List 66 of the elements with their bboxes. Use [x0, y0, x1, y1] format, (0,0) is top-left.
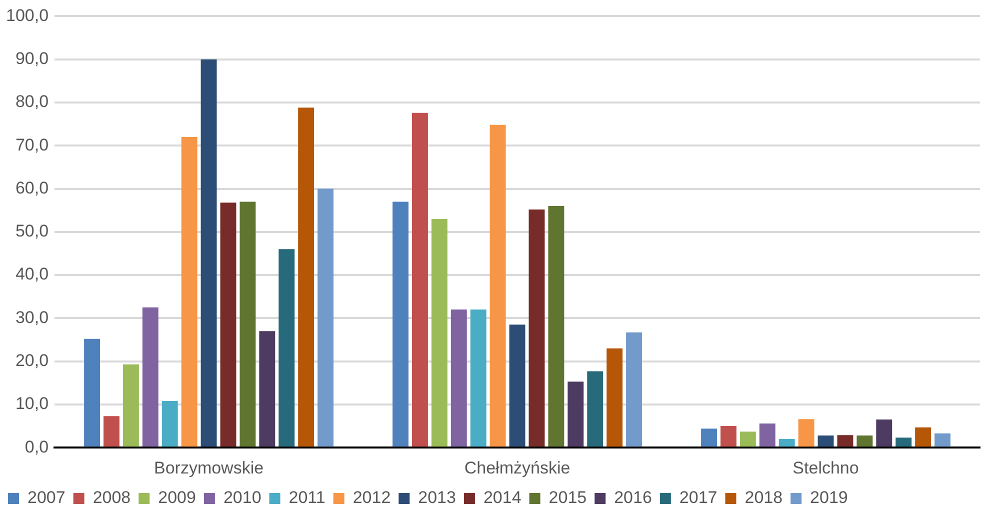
bar — [104, 416, 120, 447]
bar — [142, 307, 158, 447]
legend-label: 2013 — [418, 488, 456, 508]
bar — [759, 423, 776, 447]
legend-label: 2011 — [288, 488, 326, 508]
bar — [626, 332, 642, 447]
y-tick-label: 0,0 — [24, 437, 49, 456]
bar — [84, 338, 100, 447]
y-tick-label: 40,0 — [15, 264, 49, 284]
bar — [450, 310, 467, 447]
legend-label: 2008 — [92, 488, 131, 508]
x-tick-label: Chełmżyńskie — [464, 458, 570, 478]
bar — [392, 202, 408, 447]
bar — [181, 136, 198, 447]
bar — [490, 124, 506, 447]
bar — [876, 420, 892, 447]
bar — [122, 364, 139, 447]
legend-label: 2009 — [158, 488, 196, 508]
legend-label: 2012 — [352, 488, 391, 508]
x-tick-label: Stelchno — [792, 458, 859, 478]
y-tick-label: 90,0 — [15, 49, 49, 68]
legend-label: 2018 — [744, 488, 783, 508]
bar — [259, 331, 276, 447]
bar — [740, 432, 756, 447]
legend-label: 2014 — [483, 488, 522, 508]
bar — [318, 188, 334, 447]
bar — [568, 382, 584, 447]
legend-label: 2010 — [223, 488, 262, 508]
bar — [856, 436, 873, 447]
y-tick-label: 70,0 — [15, 135, 49, 154]
legend-label: 2016 — [614, 488, 652, 508]
y-tick-label: 80,0 — [15, 92, 49, 112]
legend-label: 2007 — [28, 488, 66, 508]
bar — [778, 438, 795, 447]
bar — [720, 426, 736, 447]
bar — [278, 249, 295, 447]
bar — [548, 206, 564, 447]
bar — [837, 435, 854, 447]
bar — [818, 436, 834, 447]
bar — [220, 202, 236, 447]
bar — [528, 209, 545, 447]
y-tick-label: 50,0 — [15, 222, 49, 241]
bar — [606, 348, 623, 447]
bar — [934, 433, 950, 447]
x-tick-label: Borzymowskie — [154, 458, 264, 478]
bar — [162, 401, 178, 447]
bar — [701, 428, 717, 447]
bar — [915, 427, 932, 447]
bar — [896, 438, 912, 447]
y-tick-label: 60,0 — [15, 178, 49, 198]
bar — [587, 371, 604, 447]
bar — [509, 324, 526, 447]
bar — [240, 202, 256, 447]
bar — [470, 310, 486, 447]
y-tick-label: 30,0 — [15, 308, 49, 327]
bar — [412, 112, 428, 447]
bar — [298, 108, 314, 447]
legend-label: 2019 — [810, 488, 848, 508]
legend-label: 2017 — [679, 488, 718, 508]
y-tick-label: 10,0 — [15, 394, 49, 414]
bar — [200, 59, 217, 447]
bar — [798, 419, 814, 447]
y-tick-label: 20,0 — [15, 351, 49, 370]
legend-label: 2015 — [548, 488, 587, 508]
y-tick-label: 100,0 — [6, 6, 49, 25]
bar — [431, 218, 448, 447]
